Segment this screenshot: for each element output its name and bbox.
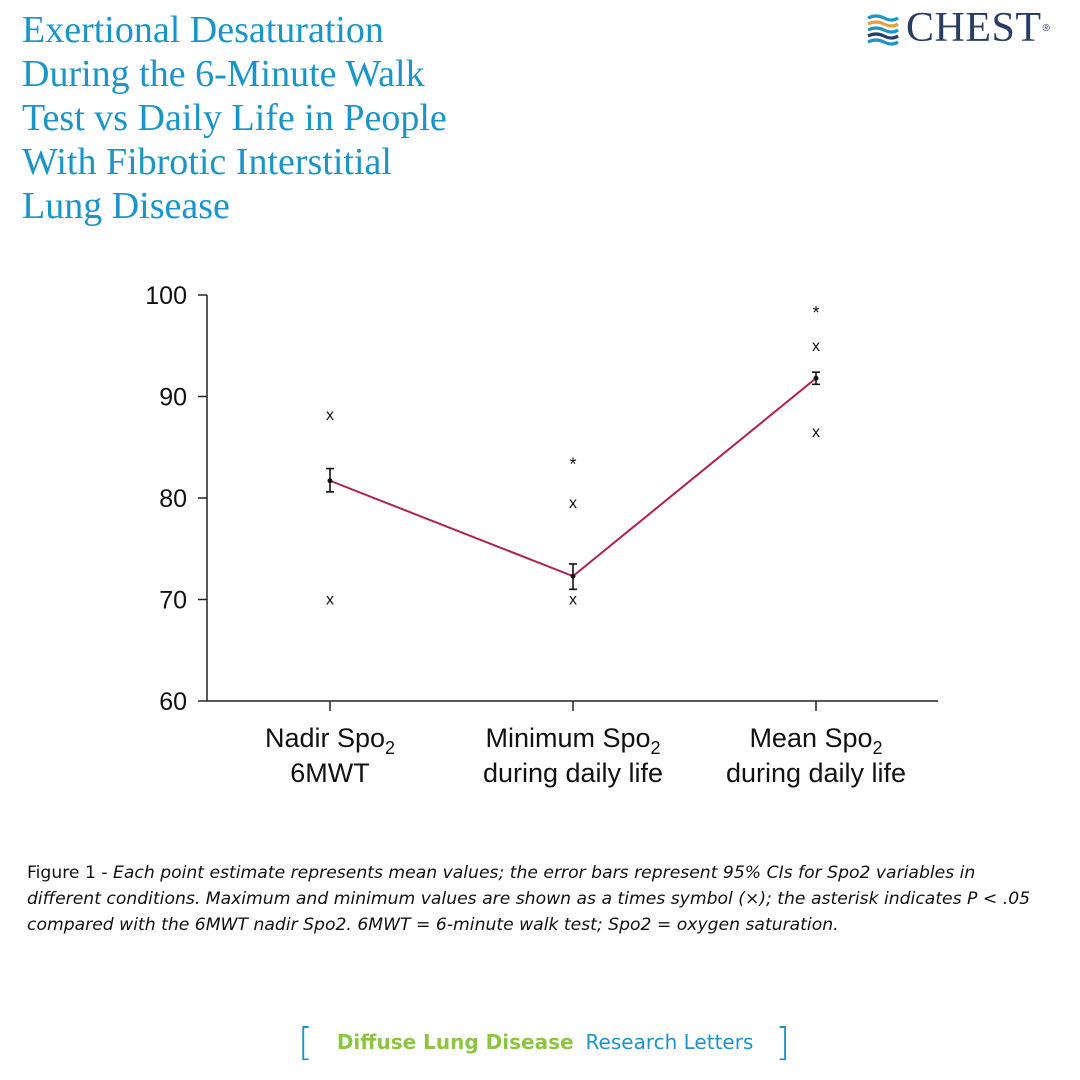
x-tick-label-subscript: 2 (385, 738, 395, 758)
footer-category: Diffuse Lung Disease (336, 1030, 574, 1054)
x-tick-label: Mean Spo2 (749, 723, 882, 758)
y-tick-label: 70 (159, 587, 187, 615)
min-marker: x (569, 592, 577, 609)
title-line: With Fibrotic Interstitial (22, 141, 392, 183)
page-title: Exertional Desaturation During the 6-Min… (22, 8, 492, 228)
footer-bracket-open: [ (298, 1020, 313, 1064)
max-marker: x (812, 338, 820, 355)
min-marker: x (326, 592, 334, 609)
chest-logo-icon (867, 14, 899, 46)
x-tick-label-line2: during daily life (483, 758, 663, 788)
title-line: Exertional Desaturation (22, 9, 384, 51)
footer-bracket-close: ] (775, 1020, 791, 1064)
x-tick-label-line2: during daily life (726, 758, 906, 788)
title-line: During the 6-Minute Walk (22, 53, 425, 95)
logo-registered-mark: ® (1042, 22, 1050, 34)
footer-section: Research Letters (585, 1030, 754, 1054)
significance-asterisk: * (569, 454, 576, 474)
mean-series-line (329, 377, 817, 578)
y-tick-label: 60 (159, 688, 187, 716)
y-tick-label: 80 (159, 485, 187, 513)
max-marker: x (569, 495, 577, 512)
title-line: Test vs Daily Life in People (22, 97, 447, 139)
caption-label: Figure 1 - (27, 863, 114, 883)
x-tick-label-main: Minimum Spo (485, 723, 650, 753)
min-marker: x (812, 424, 820, 441)
mean-point (570, 573, 576, 579)
y-tick-label: 100 (145, 282, 187, 310)
chest-logo: CHEST ® (864, 6, 1050, 50)
significance-asterisk: * (812, 303, 819, 323)
footer-section-tag: [ Diffuse Lung Disease Research Letters … (298, 1022, 790, 1062)
x-tick-label-subscript: 2 (651, 738, 661, 758)
figure-caption: Figure 1 - Each point estimate represent… (27, 860, 1037, 938)
max-marker: x (326, 407, 334, 424)
x-tick-label-subscript: 2 (873, 738, 883, 758)
mean-point (327, 478, 333, 484)
caption-text: Each point estimate represents mean valu… (27, 863, 1031, 935)
x-tick-label-line2: 6MWT (290, 758, 369, 788)
title-line: Lung Disease (22, 185, 230, 227)
mean-point (813, 375, 819, 381)
x-tick-label: Nadir Spo2 (265, 723, 395, 758)
x-tick-label-main: Mean Spo (749, 723, 872, 753)
y-tick-label: 90 (159, 384, 187, 412)
logo-text: CHEST (906, 5, 1042, 51)
x-tick-label-main: Nadir Spo (265, 723, 385, 753)
x-tick-label: Minimum Spo2 (485, 723, 660, 758)
